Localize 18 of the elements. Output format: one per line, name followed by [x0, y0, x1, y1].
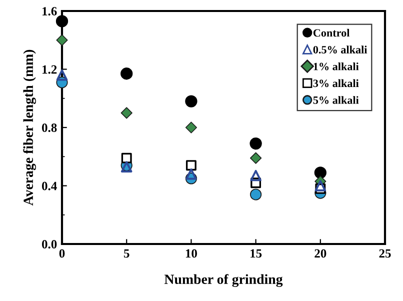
- legend-label: Control: [313, 28, 350, 37]
- y-tick-label: 1.6: [42, 7, 57, 16]
- x-tick-label: 10: [186, 249, 197, 258]
- x-tick-label: 25: [379, 249, 391, 258]
- x-axis-title: Number of grinding: [164, 274, 283, 287]
- x-tick-label: 20: [314, 249, 326, 258]
- y-tick-label: 0.0: [42, 240, 57, 249]
- legend-label: 3% alkali: [313, 79, 359, 88]
- x-tick-label: 15: [250, 249, 262, 258]
- y-axis-title: Average fiber length (mm): [23, 50, 36, 206]
- legend-label: 5% alkali: [313, 96, 359, 104]
- y-tick-label: 1.2: [42, 65, 57, 74]
- legend-label: 1% alkali: [314, 62, 359, 70]
- y-tick-label: 0.4: [42, 182, 57, 190]
- y-tick-label: 0.8: [42, 124, 57, 132]
- legend-label: 0.5% alkali: [313, 46, 368, 54]
- x-tick-label: 5: [124, 249, 130, 258]
- x-tick-label: 0: [59, 249, 65, 258]
